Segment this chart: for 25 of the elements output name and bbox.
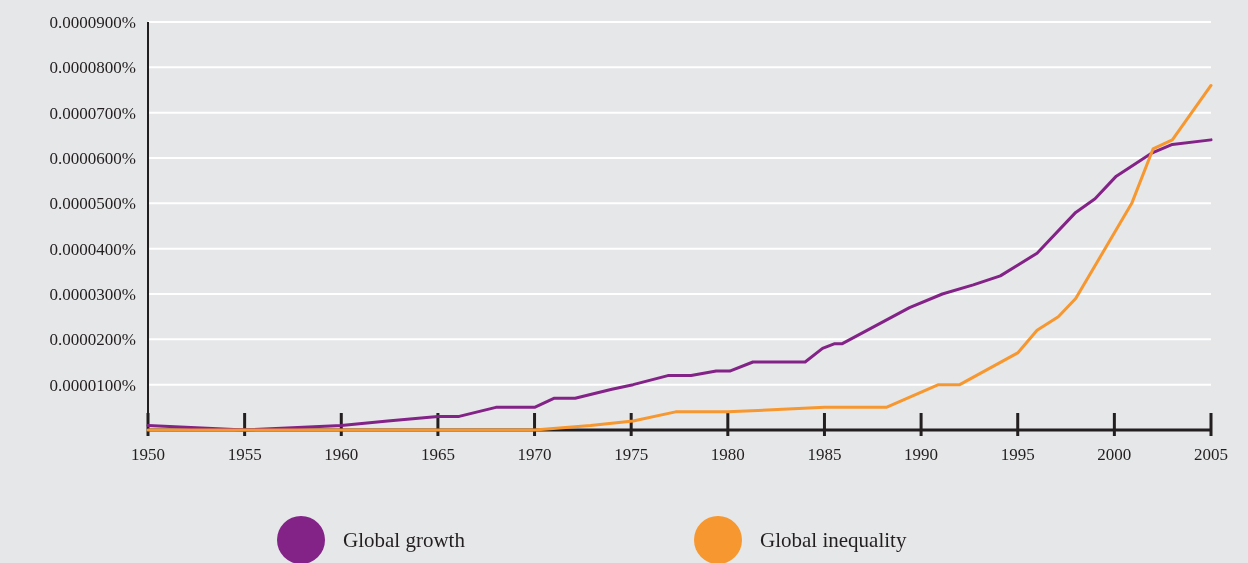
x-tick-label: 1950 (131, 445, 165, 464)
x-tick-label: 1960 (324, 445, 359, 464)
y-tick-label: 0.0000200% (49, 330, 136, 350)
y-tick-label: 0.0000700% (49, 103, 136, 123)
x-tick-label: 1955 (227, 445, 262, 464)
line-series (146, 83, 1213, 432)
y-tick-label: 0.0000400% (49, 239, 136, 259)
legend-label: Global growth (343, 528, 466, 553)
x-tick-label: 1980 (710, 445, 745, 464)
y-tick-label: 0.0000800% (49, 58, 136, 78)
y-tick-label: 0.0000500% (49, 194, 136, 214)
y-tick-label: 0.0000100% (49, 375, 136, 395)
x-tick-label: 1985 (807, 445, 842, 464)
y-tick-label: 0.0000300% (49, 284, 136, 304)
x-tick-label: 1965 (420, 445, 455, 464)
x-tick-label: 1990 (904, 445, 939, 464)
x-tick-label: 1975 (614, 445, 649, 464)
x-tick-label: 2000 (1097, 445, 1132, 464)
x-tick-label: 1970 (517, 445, 552, 464)
x-tick-label: 1995 (1000, 445, 1035, 464)
x-tick-label: 2005 (1194, 445, 1228, 464)
y-tick-label: 0.0000600% (49, 148, 136, 168)
line-series (146, 138, 1213, 432)
y-tick-label: 0.0000900% (49, 12, 136, 32)
legend-label: Global inequality (760, 528, 907, 553)
